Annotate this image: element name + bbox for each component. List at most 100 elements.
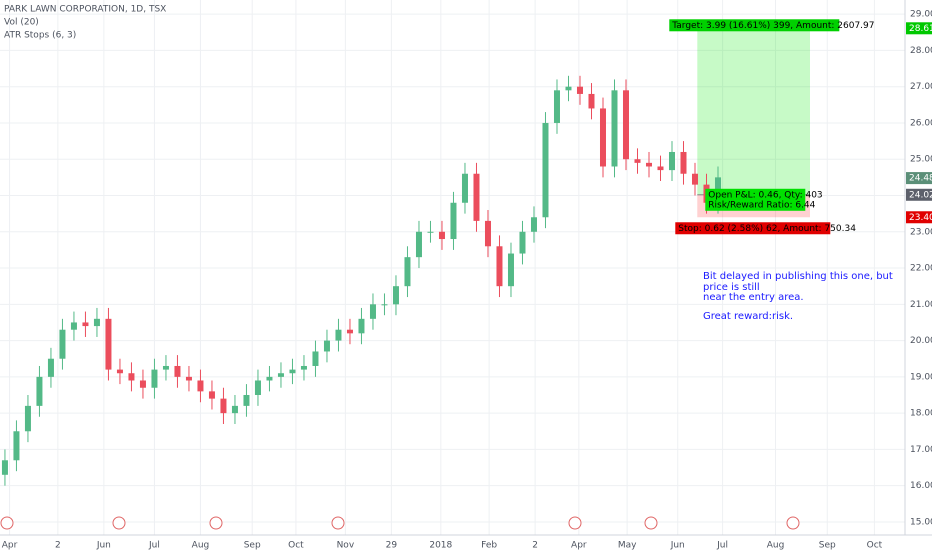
candle-body	[450, 202, 457, 240]
candle-body	[346, 329, 353, 334]
x-tick-label: Jul	[148, 541, 160, 550]
price-badge	[906, 22, 932, 35]
y-tick-label: 29.00	[910, 10, 932, 20]
earnings-marker[interactable]	[568, 516, 582, 530]
pnl-label-box	[705, 188, 806, 211]
y-tick-label: 25.00	[910, 155, 932, 165]
candle-body	[36, 376, 43, 406]
candle-body	[59, 329, 66, 359]
y-tick-label: 20.00	[910, 336, 932, 346]
candle-body	[116, 369, 123, 374]
candle-body	[93, 318, 100, 327]
x-tick-label: 2	[532, 541, 538, 550]
candle-body	[645, 162, 652, 167]
annotation: Great reward:risk.	[703, 311, 793, 322]
candle-body	[174, 365, 181, 377]
earnings-marker[interactable]	[331, 516, 345, 530]
annotation: price is still	[703, 282, 760, 293]
ratio-label: Risk/Reward Ratio: 6.44	[708, 200, 815, 210]
y-tick-label: 28.00	[910, 46, 932, 56]
candle-body	[381, 304, 388, 306]
candle-body	[507, 253, 514, 287]
stop-label: Stop: 0.62 (2.58%) 62, Amount: 750.34	[678, 224, 856, 234]
candle-body	[691, 173, 698, 185]
target-label-box	[669, 19, 840, 32]
candle-body	[105, 318, 112, 370]
earnings-marker[interactable]	[644, 516, 658, 530]
price-badge-label: 23.40	[909, 213, 932, 223]
chart-title: PARK LAWN CORPORATION, 1D, TSX	[4, 5, 166, 15]
candle-body	[70, 322, 77, 330]
stop-label-box	[675, 222, 831, 235]
x-tick-label: Apr	[2, 541, 18, 550]
candle-body	[254, 380, 261, 395]
y-tick-label: 16.00	[910, 481, 932, 491]
x-tick-label: Jul	[716, 541, 728, 550]
candle-body	[197, 380, 204, 392]
candle-body	[369, 304, 376, 319]
y-tick-label: 22.00	[910, 264, 932, 274]
earnings-marker[interactable]	[112, 516, 126, 530]
earnings-marker[interactable]	[0, 516, 14, 530]
price-badge	[906, 188, 932, 201]
earnings-marker[interactable]	[209, 516, 223, 530]
price-badge-label: 24.48	[909, 174, 932, 184]
candle-body	[231, 405, 238, 414]
annotation: Bit delayed in publishing this one, but	[703, 271, 893, 282]
candle-body	[680, 151, 687, 174]
x-tick-label: Sep	[819, 541, 836, 550]
candle-body	[588, 93, 595, 109]
candle-body	[162, 365, 169, 370]
x-tick-label: 29	[386, 541, 398, 550]
x-tick-label: Feb	[481, 541, 497, 550]
candle-body	[24, 405, 31, 432]
candle-body	[611, 90, 618, 167]
candle-body	[634, 159, 641, 163]
candle-body	[565, 86, 572, 91]
y-tick-label: 18.00	[910, 409, 932, 419]
candle-body	[427, 231, 434, 233]
target-label: Target: 3.99 (16.61%) 399, Amount: 2607.…	[671, 21, 874, 31]
candle-body	[496, 246, 503, 287]
y-tick-label: 19.00	[910, 372, 932, 382]
price-badge-label: 24.02	[909, 190, 932, 200]
candle-body	[82, 322, 89, 327]
y-tick-label: 21.00	[910, 300, 932, 310]
candle-body	[484, 220, 491, 247]
candle-body	[530, 217, 537, 232]
candle-body	[622, 90, 629, 160]
candle-body	[300, 365, 307, 370]
y-tick-label: 26.00	[910, 118, 932, 128]
candle-body	[542, 122, 549, 218]
x-tick-label: Oct	[288, 541, 304, 550]
x-tick-label: May	[618, 541, 637, 550]
candle-body	[289, 369, 296, 374]
y-tick-label: 17.00	[910, 445, 932, 455]
candle-body	[461, 173, 468, 203]
y-tick-label: 23.00	[910, 227, 932, 237]
earnings-marker[interactable]	[786, 516, 800, 530]
candle-body	[404, 257, 411, 287]
candle-body	[243, 394, 250, 406]
price-badge-label: 28.61	[909, 24, 932, 34]
candle-body	[599, 108, 606, 167]
x-tick-label: 2018	[429, 541, 452, 550]
candle-body	[473, 173, 480, 221]
y-tick-label: 15.00	[910, 517, 932, 527]
candle-body	[185, 376, 192, 381]
candle-body	[438, 231, 445, 240]
candle-body	[392, 286, 399, 305]
candle-body	[266, 376, 273, 381]
indicator-label: Vol (20)	[4, 18, 39, 28]
candle-body	[553, 90, 560, 123]
x-tick-label: Nov	[337, 541, 355, 550]
candle-body	[208, 391, 215, 399]
earnings-markers	[0, 516, 800, 530]
candle-body	[47, 358, 54, 377]
candle-body	[220, 398, 227, 414]
x-tick-label: Apr	[571, 541, 587, 550]
target-zone	[697, 28, 811, 195]
pnl-label: Open P&L: 0.46, Qty: 403	[708, 190, 822, 200]
